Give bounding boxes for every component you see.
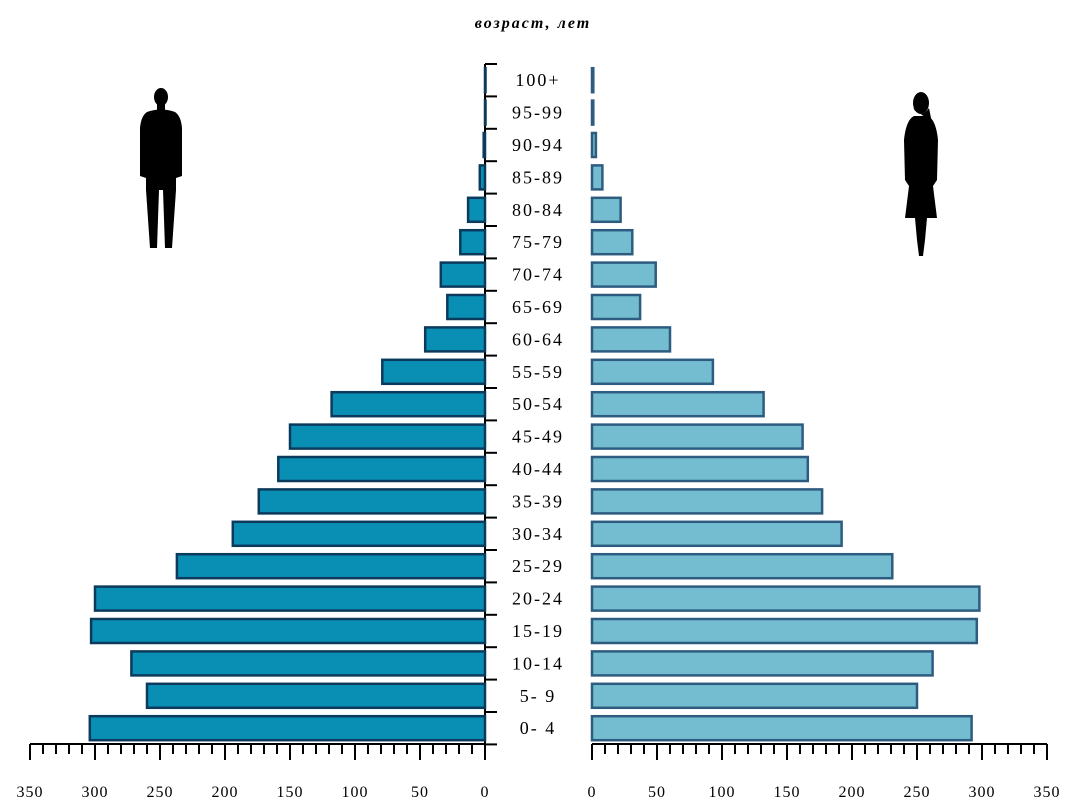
tick-label: 300 — [82, 784, 109, 801]
age-label: 45-49 — [512, 427, 564, 447]
age-label: 75-79 — [512, 232, 564, 252]
tick-label: 0 — [481, 784, 490, 801]
right-bar — [590, 585, 981, 612]
right-bar — [590, 390, 765, 418]
age-axis: 0- 4 5- 9 10-14 15-19 20-24 25-29 30-34 35-39 40… — [484, 63, 564, 746]
age-label: 30-34 — [512, 524, 564, 544]
left-bar — [145, 682, 487, 710]
tick-label: 200 — [212, 784, 239, 801]
right-bar — [590, 358, 715, 386]
right-bar — [590, 326, 672, 353]
left-bar — [381, 358, 487, 386]
right-bar — [590, 682, 919, 710]
age-label: 70-74 — [512, 265, 564, 285]
chart-title: возраст, лет — [475, 15, 591, 32]
right-x-axis: 0 50 100 150 200 250 300 350 — [588, 743, 1061, 801]
right-bar — [590, 164, 604, 191]
left-bar — [277, 455, 487, 483]
right-bar — [590, 617, 979, 645]
left-bar — [423, 326, 487, 353]
left-bar — [459, 228, 487, 256]
age-label: 100+ — [515, 70, 560, 90]
left-bar — [478, 164, 487, 191]
left-bar — [439, 261, 487, 288]
age-label: 40-44 — [512, 459, 564, 479]
left-bar — [330, 390, 487, 418]
tick-label: 0 — [588, 784, 597, 801]
right-bar — [590, 99, 595, 126]
age-label: 15-19 — [512, 621, 564, 641]
left-bar — [288, 423, 487, 450]
tick-label: 100 — [709, 784, 736, 801]
right-bar — [590, 66, 595, 94]
right-bar — [590, 488, 824, 515]
age-label: 10-14 — [512, 653, 564, 673]
tick-label: 100 — [342, 784, 369, 801]
tick-label: 350 — [17, 784, 44, 801]
tick-label: 50 — [648, 784, 666, 801]
right-bar — [590, 293, 642, 321]
right-bar — [590, 228, 634, 256]
right-bar — [590, 196, 622, 224]
age-label: 5- 9 — [520, 686, 557, 706]
age-label: 60-64 — [512, 329, 564, 349]
age-label: 85-89 — [512, 167, 564, 187]
right-bar — [590, 423, 804, 450]
age-label: 55-59 — [512, 362, 564, 382]
left-bar — [482, 131, 487, 159]
right-bar — [590, 455, 810, 483]
tick-label: 150 — [277, 784, 304, 801]
left-bar — [175, 552, 487, 580]
tick-label: 50 — [411, 784, 429, 801]
age-label: 25-29 — [512, 556, 564, 576]
left-x-axis: 350 300 250 200 150 100 50 0 — [17, 743, 490, 801]
age-label: 90-94 — [512, 135, 564, 155]
left-bar — [483, 99, 487, 126]
left-bar — [446, 293, 487, 321]
left-bar — [88, 714, 487, 742]
man-silhouette-icon — [140, 88, 182, 248]
right-bar — [590, 261, 657, 288]
age-label: 80-84 — [512, 200, 564, 220]
right-bar — [590, 520, 843, 548]
tick-label: 300 — [969, 784, 996, 801]
right-bars — [590, 66, 981, 742]
age-label: 20-24 — [512, 589, 564, 609]
tick-label: 250 — [904, 784, 931, 801]
left-bar — [257, 488, 487, 515]
age-label: 0- 4 — [520, 718, 557, 738]
tick-label: 350 — [1034, 784, 1061, 801]
age-label: 50-54 — [512, 394, 564, 414]
woman-silhouette-icon — [904, 92, 938, 256]
right-bar — [590, 552, 894, 580]
age-label: 35-39 — [512, 491, 564, 511]
right-bar — [590, 131, 598, 159]
left-bar — [466, 196, 487, 224]
tick-label: 200 — [839, 784, 866, 801]
left-bar — [483, 66, 487, 94]
left-bar — [231, 520, 487, 548]
right-bar — [590, 650, 934, 677]
age-label: 65-69 — [512, 297, 564, 317]
left-bars — [88, 66, 487, 742]
left-bar — [89, 617, 487, 645]
left-bar — [130, 650, 487, 677]
left-bar — [93, 585, 487, 612]
tick-label: 150 — [774, 784, 801, 801]
right-bar — [590, 714, 973, 742]
age-label: 95-99 — [512, 103, 564, 123]
tick-label: 250 — [147, 784, 174, 801]
